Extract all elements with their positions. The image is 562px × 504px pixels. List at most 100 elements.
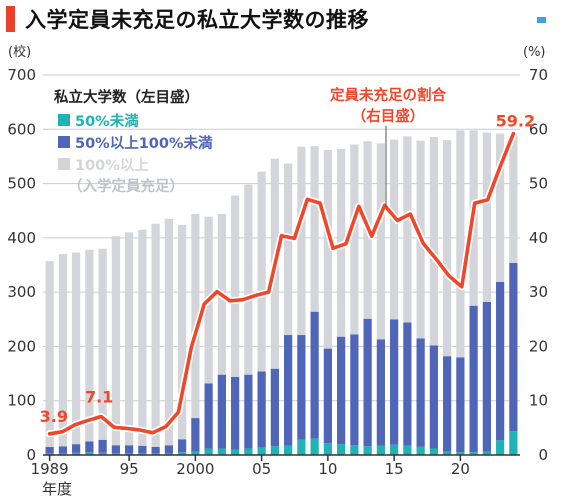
bar-segment-0 xyxy=(98,452,107,455)
bar-segment-0 xyxy=(284,445,293,455)
left-tick-label: 700 xyxy=(7,66,36,84)
bar-segment-1 xyxy=(297,335,306,440)
bar-segment-1 xyxy=(191,418,200,452)
legend-swatch xyxy=(58,114,70,126)
bar-segment-2 xyxy=(257,171,266,372)
left-tick-label: 500 xyxy=(7,175,36,193)
bar-segment-2 xyxy=(390,139,399,320)
left-tick-label: 300 xyxy=(7,283,36,301)
bar-segment-2 xyxy=(310,146,319,312)
bar-segment-1 xyxy=(350,334,359,446)
bar-segment-2 xyxy=(496,133,505,282)
bar-segment-1 xyxy=(456,357,465,453)
corner-mark xyxy=(537,17,546,23)
bar-segment-0 xyxy=(85,452,94,455)
bar-segment-1 xyxy=(72,444,81,453)
x-tick-label: 10 xyxy=(318,460,337,478)
bar-segment-2 xyxy=(45,261,54,447)
bar-segment-0 xyxy=(257,447,266,455)
right-tick-label: 30 xyxy=(529,283,548,301)
bar-segment-1 xyxy=(443,356,452,452)
bar-segment-0 xyxy=(376,445,385,455)
bar-segment-0 xyxy=(350,445,359,455)
bar-segment-2 xyxy=(350,144,359,335)
bar-segment-0 xyxy=(429,448,438,455)
bar-segment-1 xyxy=(125,445,134,454)
bar-segment-1 xyxy=(45,446,54,454)
bar-segment-1 xyxy=(111,445,120,454)
bar-segment-2 xyxy=(284,163,293,336)
bar-segment-1 xyxy=(231,376,240,450)
left-tick-label: 100 xyxy=(7,392,36,410)
bar-segment-2 xyxy=(111,236,120,446)
bar-segment-0 xyxy=(390,444,399,455)
bar-segment-1 xyxy=(337,336,346,445)
bar-segment-1 xyxy=(390,319,399,445)
x-tick-label: 20 xyxy=(451,460,470,478)
bar-segment-0 xyxy=(469,452,478,455)
bar-segment-0 xyxy=(111,453,120,455)
chart-title: 入学定員未充足の私立大学数の推移 xyxy=(6,4,369,34)
bar-segment-2 xyxy=(58,254,67,447)
left-tick-label: 600 xyxy=(7,120,36,138)
bar-segment-2 xyxy=(98,248,107,440)
bar-segment-1 xyxy=(376,339,385,446)
bar-segment-2 xyxy=(429,136,438,346)
bar-segment-2 xyxy=(509,133,518,263)
bar-segment-0 xyxy=(337,444,346,455)
right-tick-label: 40 xyxy=(529,229,548,247)
bar-segment-2 xyxy=(443,140,452,357)
ratio-line xyxy=(46,130,517,438)
bar-segment-2 xyxy=(482,132,491,302)
bar-segment-1 xyxy=(509,262,518,432)
bar-segment-2 xyxy=(125,232,134,446)
bar-segment-0 xyxy=(45,453,54,455)
bar-segment-1 xyxy=(178,439,187,453)
x-tick-label: 2000 xyxy=(176,460,214,478)
line-label: 定員未充足の割合 xyxy=(330,86,446,104)
bar-segment-1 xyxy=(138,445,147,454)
bar-segment-1 xyxy=(469,305,478,453)
bar-segment-0 xyxy=(403,445,412,455)
x-tick-label: 95 xyxy=(120,460,139,478)
bar-segment-0 xyxy=(58,453,67,455)
right-tick-label: 50 xyxy=(529,175,548,193)
bar-segment-1 xyxy=(482,301,491,452)
ratio-line-path xyxy=(47,131,516,436)
x-tick-label: 05 xyxy=(252,460,271,478)
bar-segment-2 xyxy=(456,130,465,358)
bar-segment-0 xyxy=(164,453,173,455)
bar-segment-2 xyxy=(376,143,385,340)
title-accent-bar xyxy=(6,6,15,32)
bar-segment-1 xyxy=(217,374,226,449)
bar-segment-0 xyxy=(72,452,81,455)
bar-segment-1 xyxy=(429,345,438,449)
bar-segment-0 xyxy=(310,438,319,455)
labels: 3.9 7.1 59.2 私立大学数（左目盛） 50%未満 50%以上100%未満 100%… xyxy=(40,86,535,426)
legend-label: 100%以上 xyxy=(75,157,149,174)
bar-segment-0 xyxy=(482,451,491,455)
bar-segment-1 xyxy=(151,446,160,454)
bar-segment-1 xyxy=(284,335,293,446)
bar-segment-0 xyxy=(191,451,200,455)
x-tick-label: 15 xyxy=(385,460,404,478)
bar-segment-0 xyxy=(125,453,134,455)
bar-segment-2 xyxy=(85,249,94,442)
bar-segment-1 xyxy=(85,441,94,453)
axes: 0 0 100 10 200 20 300 30 400 40 500 50 600 60 700 70 (校)… xyxy=(7,44,548,498)
bar-segment-1 xyxy=(363,318,372,447)
right-tick-label: 0 xyxy=(538,446,548,464)
bar-segment-1 xyxy=(270,368,279,447)
bar-segment-1 xyxy=(164,445,173,454)
left-tick-label: 200 xyxy=(7,337,36,355)
bar-segment-2 xyxy=(323,149,332,349)
legend-swatch xyxy=(58,136,70,148)
bar-segment-0 xyxy=(270,446,279,455)
bar-segment-0 xyxy=(231,449,240,455)
bar-segment-2 xyxy=(72,252,81,445)
left-axis-unit: (校) xyxy=(8,44,31,60)
bar-segment-1 xyxy=(416,338,425,447)
bar-segment-0 xyxy=(217,448,226,455)
bar-segment-0 xyxy=(496,440,505,455)
